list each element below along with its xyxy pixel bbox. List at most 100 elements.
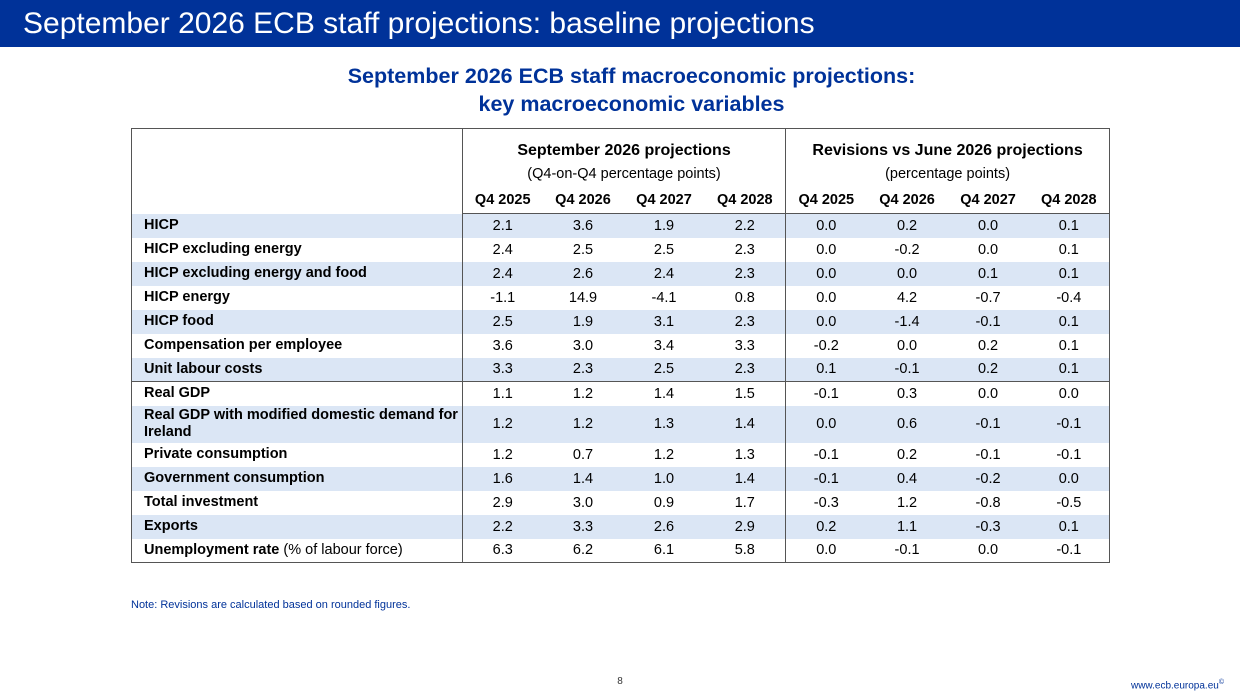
projection-value-cell: 0.7 — [572, 446, 594, 463]
table-row: Total investment 2.9 3.0 0.9 1.7 -0.3 1.2 -0.8 -… — [132, 490, 1110, 515]
projection-value-cell: 14.9 — [568, 289, 598, 306]
projection-value-cell: 2.4 — [623, 261, 705, 286]
revision-value-cell: 0.0 — [977, 241, 999, 258]
projection-value-cell: 1.7 — [734, 494, 755, 511]
projections-table: September 2026 projections Revisions vs … — [131, 128, 1111, 563]
row-label-text: HICP food — [144, 313, 214, 329]
revision-value-cell: 0.2 — [947, 357, 1029, 382]
projection-value-cell: 1.3 — [734, 446, 755, 463]
table-title-line-2: key macroeconomic variables — [478, 92, 785, 116]
projection-value-cell: -1.1 — [462, 285, 543, 310]
revision-value-cell: 1.1 — [866, 514, 948, 539]
row-label-text: Private consumption — [144, 446, 288, 462]
row-label-text: HICP energy — [144, 289, 230, 305]
projection-value-cell: 2.3 — [734, 241, 755, 258]
projection-value-cell: 1.5 — [704, 381, 786, 406]
projection-value-cell: 1.2 — [462, 405, 543, 443]
revision-value-cell: -0.1 — [1056, 446, 1082, 463]
revision-value-cell: 0.1 — [1028, 309, 1110, 334]
rev-year-header: Q4 2025 — [785, 187, 867, 214]
revision-value-cell: 0.0 — [785, 237, 867, 262]
revision-value-cell: 0.2 — [896, 446, 918, 463]
row-label-text: Compensation per employee — [144, 337, 343, 353]
projection-value-cell: 3.6 — [542, 213, 624, 238]
projection-value-cell: 2.5 — [623, 357, 705, 382]
revision-value-cell: 0.1 — [785, 357, 867, 382]
proj-year-header: Q4 2026 — [542, 187, 624, 214]
projection-value-cell: 3.3 — [462, 357, 543, 382]
row-label: HICP excluding energy and food — [131, 261, 463, 286]
projection-value-cell: 2.6 — [542, 261, 624, 286]
row-label-text: Exports — [144, 518, 198, 534]
revision-value-cell: 0.1 — [1028, 213, 1110, 238]
footer-url[interactable]: www.ecb.europa.eu© — [1131, 679, 1224, 691]
row-label: Total investment — [132, 491, 463, 515]
row-label: HICP — [131, 213, 463, 238]
revisions-unit-label: (percentage points) — [785, 160, 1110, 187]
proj-year-header: Q4 2027 — [623, 187, 705, 214]
page-number: 8 — [617, 676, 623, 687]
revision-value-cell: 0.1 — [1028, 514, 1110, 539]
row-label: Unit labour costs — [131, 357, 463, 382]
projection-value-cell: 1.3 — [623, 405, 705, 443]
revision-value-cell: -0.2 — [785, 333, 867, 358]
revision-value-cell: -0.2 — [947, 466, 1029, 491]
row-label: Real GDP — [131, 381, 463, 406]
revision-value-cell: 0.1 — [1058, 337, 1079, 354]
projection-value-cell: 1.1 — [462, 381, 543, 406]
revision-value-cell: 0.0 — [785, 405, 867, 443]
revision-value-cell: -0.3 — [785, 490, 867, 515]
rev-year-header: Q4 2028 — [1028, 187, 1110, 214]
row-label-text: Real GDP — [144, 385, 211, 402]
revision-value-cell: 0.0 — [896, 337, 918, 354]
revision-value-cell: -0.1 — [947, 405, 1029, 443]
revision-value-cell: 4.2 — [896, 289, 918, 306]
row-label: Exports — [131, 514, 463, 539]
table-row: HICP excluding energy 2.4 2.5 2.5 2.3 0.0 -0.2… — [132, 237, 1110, 262]
projection-value-cell: 1.4 — [704, 466, 786, 491]
revision-value-cell: 0.0 — [785, 285, 867, 310]
table-row: Private consumption 1.2 0.7 1.2 1.3 -0.1 0.2 -0… — [132, 442, 1110, 467]
proj-year-header: Q4 2025 — [462, 187, 543, 214]
row-label-text: HICP excluding energy — [144, 241, 302, 257]
corner-header-cell — [132, 129, 463, 214]
revision-value-cell: 0.0 — [785, 309, 867, 334]
projection-value-cell: 2.2 — [704, 213, 786, 238]
table-row: HICP food 2.5 1.9 3.1 2.3 0.0 -1.4 -0.1 0.1 — [131, 309, 1110, 334]
table-row: HICP energy -1.1 14.9 -4.1 0.8 0.0 4.2 -0.7 -0.4 — [132, 285, 1110, 310]
projection-value-cell: 2.4 — [462, 261, 543, 286]
projection-value-cell: 1.6 — [462, 466, 543, 491]
table-body: HICP 2.1 3.6 1.9 2.2 0.0 0.2 0.0 0.1 HICP excludi… — [131, 213, 1110, 563]
row-label: Unemployment rate (% of labour force) — [132, 539, 463, 563]
projection-value-cell: 2.3 — [542, 357, 624, 382]
projection-value-cell: 2.5 — [572, 241, 594, 258]
revision-value-cell: 0.0 — [977, 542, 999, 559]
table-row: Real GDP 1.1 1.2 1.4 1.5 -0.1 0.3 0.0 0.0 — [131, 381, 1110, 406]
revision-value-cell: 0.3 — [866, 381, 948, 406]
table-row: Government consumption 1.6 1.4 1.0 1.4 -0.1 0.… — [131, 466, 1110, 491]
revision-value-cell: -0.1 — [1056, 542, 1082, 559]
revision-value-cell: -0.1 — [866, 357, 948, 382]
projection-value-cell: 1.4 — [704, 405, 786, 443]
table-row: HICP 2.1 3.6 1.9 2.2 0.0 0.2 0.0 0.1 — [131, 213, 1110, 238]
revision-value-cell: 0.0 — [947, 213, 1029, 238]
revision-value-cell: 0.0 — [866, 261, 948, 286]
revisions-note: Note: Revisions are calculated based on … — [131, 599, 411, 611]
revision-value-cell: -0.2 — [894, 241, 920, 258]
table-row: Compensation per employee 3.6 3.0 3.4 3.3 -0.… — [132, 333, 1110, 358]
projections-unit-label: (Q4-on-Q4 percentage points) — [461, 160, 786, 187]
revision-value-cell: -0.1 — [785, 442, 867, 467]
projection-value-cell: 2.9 — [462, 490, 543, 515]
revision-value-cell: 0.2 — [785, 514, 867, 539]
revision-value-cell: 0.0 — [947, 381, 1029, 406]
projection-value-cell: 3.6 — [462, 333, 543, 358]
rev-year-header: Q4 2026 — [866, 187, 948, 214]
revision-value-cell: 0.1 — [1028, 261, 1110, 286]
projection-value-cell: 1.9 — [623, 213, 705, 238]
revision-value-cell: 0.0 — [1028, 381, 1110, 406]
row-label-text: Government consumption — [144, 470, 325, 486]
table-row: Real GDP with modified domestic demand f… — [131, 405, 1110, 443]
row-label: HICP excluding energy — [132, 238, 463, 262]
projection-value-cell: 1.4 — [623, 381, 705, 406]
revision-value-cell: 0.2 — [866, 213, 948, 238]
